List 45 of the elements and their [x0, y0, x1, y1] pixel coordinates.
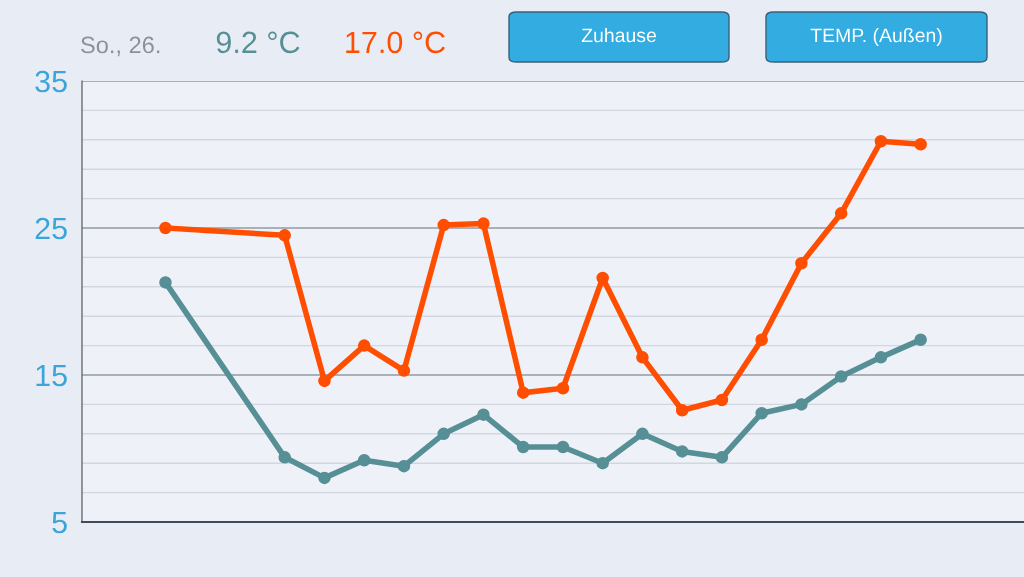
point	[318, 374, 331, 388]
point	[278, 451, 291, 464]
text: So., 26.	[81, 36, 160, 57]
point	[914, 333, 927, 346]
point	[556, 440, 570, 454]
point	[596, 456, 609, 470]
point	[874, 351, 888, 364]
point	[516, 440, 530, 454]
point	[556, 381, 570, 395]
point	[357, 454, 371, 467]
point	[437, 218, 450, 232]
y-tick-label: 5	[52, 512, 67, 534]
point	[397, 364, 411, 377]
text: TEMP. (Außen)	[810, 27, 942, 47]
point	[914, 137, 927, 151]
point	[516, 386, 530, 399]
point	[874, 135, 888, 148]
point	[159, 221, 172, 235]
point	[755, 333, 768, 346]
point	[675, 404, 689, 417]
point	[477, 408, 490, 421]
point	[159, 276, 172, 289]
point	[278, 229, 291, 242]
point	[675, 445, 689, 458]
point	[636, 351, 649, 364]
y-tick-label: 25	[35, 217, 67, 240]
point	[596, 271, 609, 285]
point	[795, 398, 808, 411]
point	[397, 459, 411, 473]
text: Zuhause	[581, 27, 656, 43]
point	[795, 257, 808, 270]
point	[437, 427, 450, 441]
point	[636, 427, 649, 441]
y-tick-label: 15	[36, 365, 67, 387]
point	[755, 406, 768, 420]
text: 9.2 °C	[216, 31, 300, 54]
point	[715, 451, 729, 464]
point	[357, 339, 371, 352]
y-tick-label: 35	[35, 70, 67, 93]
point	[318, 471, 331, 485]
point	[834, 370, 848, 383]
point	[715, 393, 729, 407]
point	[477, 217, 490, 230]
point	[834, 207, 848, 220]
text: 17.0 °C	[346, 31, 445, 54]
